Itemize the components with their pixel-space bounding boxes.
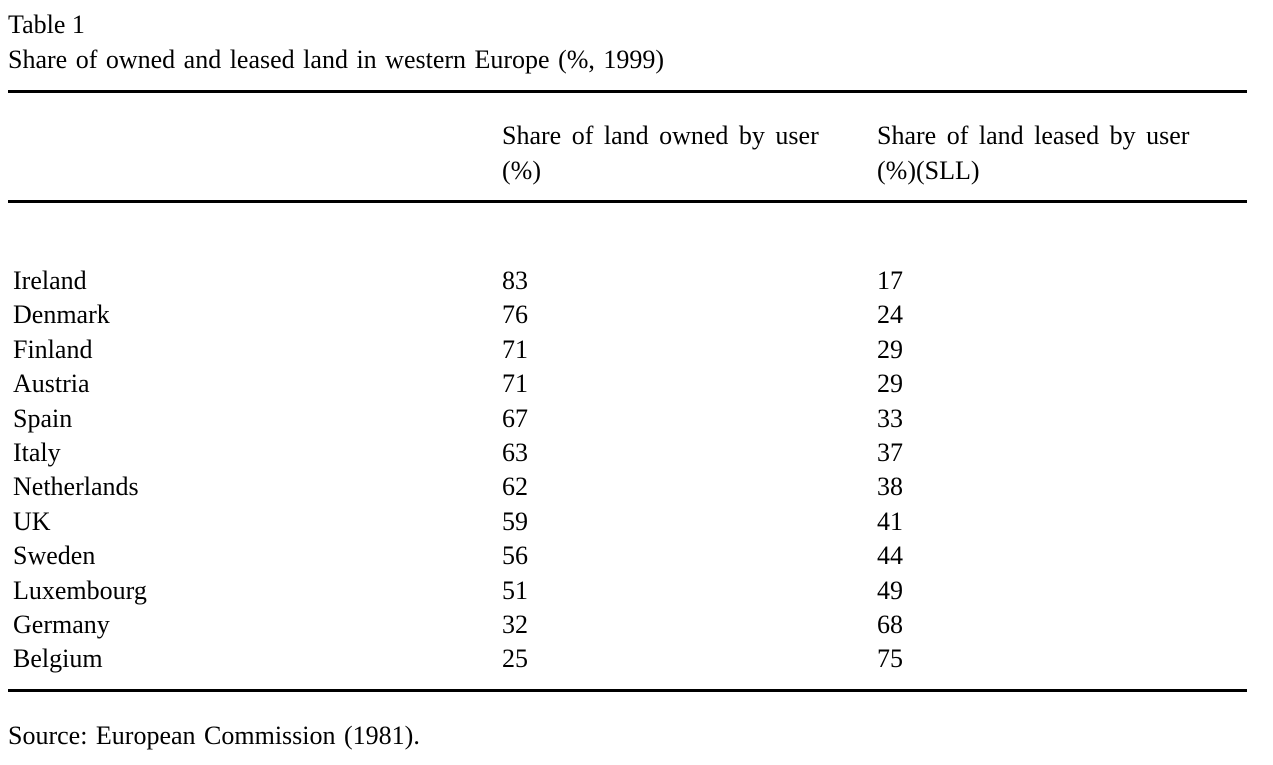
leased-share-cell: 44 — [877, 541, 903, 571]
table-row: Luxembourg 51 49 — [0, 574, 1273, 608]
table-body: Ireland 83 17 Denmark 76 24 Finland 71 2… — [0, 264, 1273, 677]
leased-share-cell: 37 — [877, 437, 903, 467]
owned-share-cell: 71 — [502, 369, 528, 399]
owned-share-cell: 56 — [502, 541, 528, 571]
column-header-leased: Share of land leased by user (%)(SLL) — [877, 118, 1237, 188]
column-header-owned-line2: (%) — [502, 156, 541, 185]
owned-share-cell: 76 — [502, 300, 528, 330]
table-row: Germany 32 68 — [0, 608, 1273, 642]
table-row: Belgium 25 75 — [0, 642, 1273, 676]
country-cell: Denmark — [13, 300, 110, 330]
country-cell: Ireland — [13, 266, 87, 295]
country-cell: Germany — [13, 609, 110, 639]
leased-share-cell: 49 — [877, 575, 903, 605]
owned-share-cell: 63 — [502, 437, 528, 467]
owned-share-cell: 62 — [502, 472, 528, 502]
country-cell: Finland — [13, 334, 93, 364]
owned-share-cell: 83 — [502, 266, 528, 295]
leased-share-cell: 17 — [877, 266, 903, 295]
column-header-owned: Share of land owned by user (%) — [502, 118, 862, 188]
table-row: Finland 71 29 — [0, 333, 1273, 367]
leased-share-cell: 75 — [877, 644, 903, 674]
country-cell: Italy — [13, 437, 61, 467]
table-row: UK 59 41 — [0, 505, 1273, 539]
leased-share-cell: 68 — [877, 609, 903, 639]
header-rule — [8, 200, 1247, 203]
owned-share-cell: 25 — [502, 644, 528, 674]
leased-share-cell: 29 — [877, 334, 903, 364]
table-row: Austria 71 29 — [0, 367, 1273, 401]
leased-share-cell: 41 — [877, 506, 903, 536]
owned-share-cell: 71 — [502, 334, 528, 364]
owned-share-cell: 59 — [502, 506, 528, 536]
source-note: Source: European Commission (1981). — [8, 721, 420, 750]
country-cell: Belgium — [13, 644, 103, 674]
table-row: Spain 67 33 — [0, 402, 1273, 436]
top-rule — [8, 90, 1247, 93]
table-caption-label: Table 1 — [8, 10, 85, 39]
country-cell: Netherlands — [13, 472, 139, 502]
leased-share-cell: 24 — [877, 300, 903, 330]
column-header-leased-line1: Share of land leased by user — [877, 121, 1190, 150]
leased-share-cell: 38 — [877, 472, 903, 502]
owned-share-cell: 67 — [502, 403, 528, 433]
country-cell: UK — [13, 506, 51, 536]
table-row: Netherlands 62 38 — [0, 470, 1273, 504]
column-header-owned-line1: Share of land owned by user — [502, 121, 819, 150]
bottom-rule — [8, 689, 1247, 692]
country-cell: Spain — [13, 403, 73, 433]
table-row: Denmark 76 24 — [0, 298, 1273, 332]
table-title: Share of owned and leased land in wester… — [8, 45, 665, 74]
country-cell: Sweden — [13, 541, 96, 571]
country-cell: Luxembourg — [13, 575, 147, 605]
table-row: Italy 63 37 — [0, 436, 1273, 470]
column-header-leased-line2: (%)(SLL) — [877, 156, 980, 185]
table-row: Sweden 56 44 — [0, 539, 1273, 573]
table-row: Ireland 83 17 — [0, 264, 1273, 298]
owned-share-cell: 32 — [502, 609, 528, 639]
leased-share-cell: 33 — [877, 403, 903, 433]
leased-share-cell: 29 — [877, 369, 903, 399]
owned-share-cell: 51 — [502, 575, 528, 605]
country-cell: Austria — [13, 369, 90, 399]
